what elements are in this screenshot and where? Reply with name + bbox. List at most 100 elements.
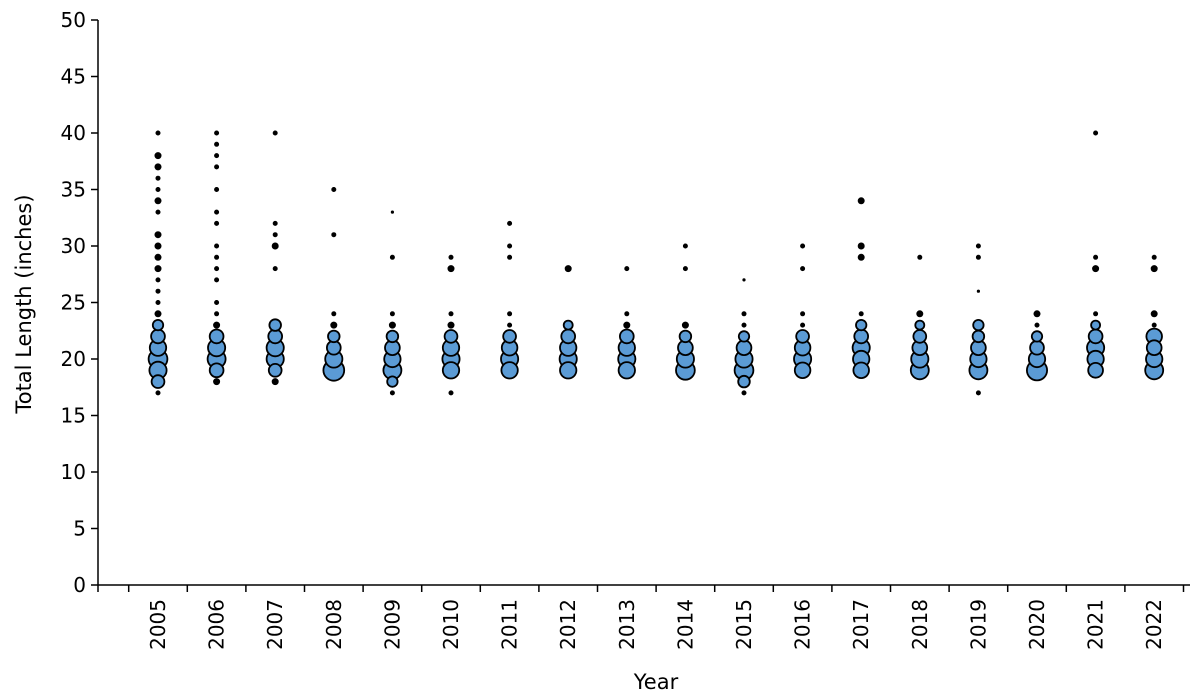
bubble-point [150, 374, 166, 389]
bubble-point [800, 322, 806, 328]
bubble-point [1087, 361, 1104, 379]
bubble-point [975, 243, 981, 249]
bubble-point [154, 163, 162, 171]
x-tick-label: 2013 [615, 599, 639, 650]
x-tick-label: 2020 [1025, 599, 1049, 650]
bubble-point [793, 361, 812, 380]
bubble-point [214, 299, 220, 305]
bubble-point [564, 265, 572, 273]
bubble-point [155, 130, 161, 136]
axes [97, 20, 1190, 586]
y-tick-label: 40 [61, 121, 86, 145]
bubble-point [507, 322, 513, 328]
bubble-point [213, 378, 221, 386]
bubble-point [507, 220, 513, 226]
y-tick-label: 45 [61, 65, 86, 89]
bubble-point [678, 329, 693, 344]
x-tick-label: 2014 [673, 599, 697, 650]
bubble-point [800, 311, 806, 317]
bubble-point [1145, 339, 1163, 357]
bubble-point [154, 310, 162, 318]
bubble-point [500, 361, 519, 380]
bubble-point [386, 375, 399, 388]
bubble-point [154, 152, 162, 160]
bubble-point [1092, 265, 1100, 273]
bubble-point [800, 243, 806, 249]
x-tick-label: 2017 [849, 599, 873, 650]
bubble-point [385, 329, 400, 344]
bubble-point [735, 339, 753, 357]
bubble-point [389, 311, 395, 317]
bubble-point [155, 209, 161, 215]
bubble-point [271, 378, 279, 386]
x-tick-label: 2010 [439, 599, 463, 650]
y-tick-label: 50 [61, 8, 86, 32]
bubble-point [154, 265, 162, 273]
bubble-point [559, 361, 578, 380]
bubble-point [502, 329, 517, 344]
y-tick-label: 0 [73, 573, 86, 597]
x-axis-title: Year [633, 670, 679, 694]
bubble-point [214, 220, 220, 226]
bubble-point [154, 242, 162, 250]
bubble-point [155, 187, 161, 193]
y-tick-label: 30 [61, 234, 86, 258]
bubble-point [972, 318, 985, 332]
y-tick-label: 35 [61, 178, 86, 202]
bubble-point [331, 311, 337, 317]
bubble-point [272, 232, 278, 238]
bubble-point [507, 243, 513, 249]
bubble-point [155, 277, 161, 283]
bubble-point [214, 141, 220, 147]
bubble-point [681, 321, 689, 329]
x-tick-label: 2006 [205, 599, 229, 650]
x-axis-ticks: 2005 2006 2007 2008 2009 2010 2011 2012 2013 2014… [97, 585, 1185, 650]
bubble-point [976, 289, 981, 293]
bubble-point [214, 153, 220, 159]
bubble-point [617, 361, 636, 380]
bubble-point [214, 130, 220, 136]
bubble-point [389, 390, 395, 396]
bubble-point [795, 329, 810, 344]
x-tick-label: 2007 [263, 599, 287, 650]
bubble-point [208, 362, 225, 379]
bubble-point [443, 329, 459, 344]
bubble-point [916, 310, 924, 318]
bubble-point [154, 197, 162, 205]
bubble-point [214, 266, 220, 272]
bubble-point [448, 390, 454, 396]
x-tick-label: 2009 [380, 599, 404, 650]
bubble-point [214, 243, 220, 249]
bubble-point [214, 254, 220, 260]
x-tick-label: 2016 [791, 599, 815, 650]
bubble-point [1030, 330, 1044, 343]
bubble-point [214, 311, 220, 317]
bubble-point [855, 318, 868, 332]
bubble-point [1093, 130, 1099, 136]
bubble-point [507, 311, 513, 317]
x-tick-label: 2022 [1142, 599, 1166, 650]
y-axis-ticks: 0 5 10 15 20 25 30 35 40 45 50 [61, 8, 98, 597]
bubble-point [272, 130, 278, 136]
bubble-point [214, 277, 220, 283]
bubble-point [1093, 254, 1099, 260]
bubble-point [1087, 328, 1104, 345]
bubble-point [448, 254, 454, 260]
bubble-point [448, 311, 454, 317]
bubble-point [618, 328, 635, 345]
bubble-point [1033, 310, 1041, 318]
y-tick-label: 10 [61, 460, 86, 484]
bubble-point [623, 321, 631, 329]
bubble-point [330, 321, 338, 329]
y-axis-title: Total Length (inches) [12, 194, 36, 414]
bubble-point [151, 318, 165, 332]
bubble-point [388, 321, 396, 329]
bubble-point [155, 299, 161, 305]
bubble-point [154, 253, 162, 261]
bubble-point [1150, 310, 1158, 318]
bubble-point [741, 390, 747, 396]
bubble-point [327, 329, 341, 344]
bubble-point [507, 254, 513, 260]
bubble-point [214, 187, 220, 193]
